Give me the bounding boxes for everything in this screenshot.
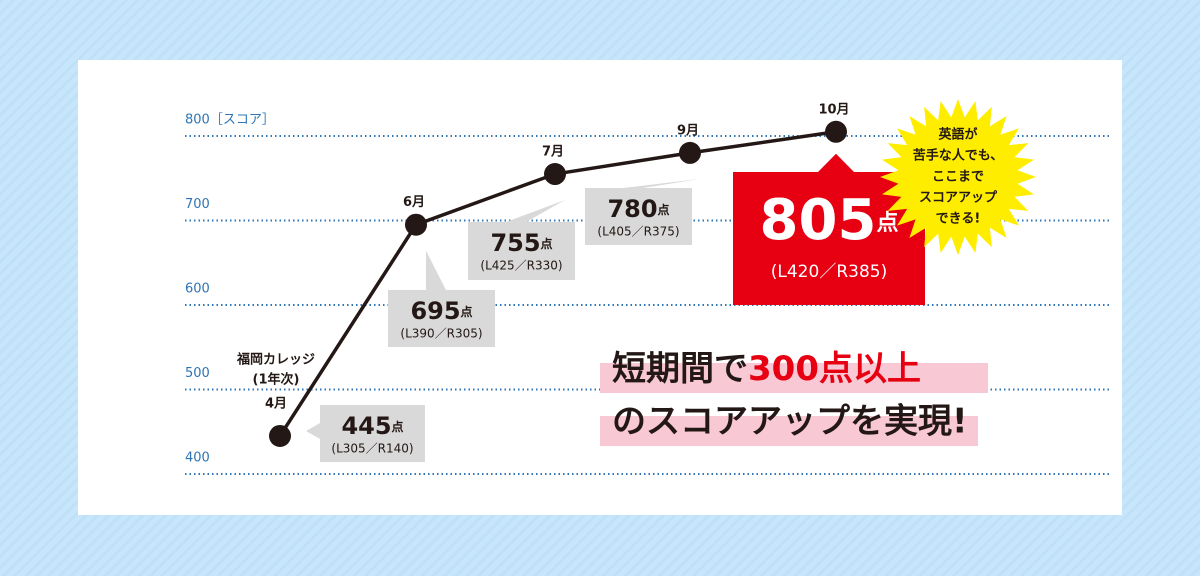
callout-box	[468, 222, 575, 280]
breakdown-label: (L425／R330)	[480, 259, 562, 273]
callout-pointer	[623, 178, 700, 188]
y-tick-label: 700	[185, 197, 210, 212]
callout-pointer	[506, 200, 565, 222]
y-tick-label: 800［スコア］	[185, 113, 275, 128]
x-tick-label: 4月	[265, 397, 287, 412]
callout-pointer	[818, 153, 854, 172]
value-label: 755点	[490, 229, 552, 257]
callout-box	[388, 290, 495, 347]
badge-text: できる!	[936, 212, 981, 227]
value-label: 780点	[607, 195, 669, 223]
x-tick-label: 6月	[403, 195, 425, 210]
point	[544, 163, 566, 186]
callout-pointer	[426, 250, 446, 290]
value-label: 805点	[760, 188, 899, 253]
value-label: 695点	[410, 297, 472, 325]
point	[269, 424, 291, 447]
point	[405, 213, 427, 236]
breakdown-label: (L405／R375)	[597, 225, 679, 239]
badge-text: ここまで	[932, 170, 984, 185]
headline: のスコアアップを実現!	[612, 402, 968, 442]
annotation: (1年次)	[253, 372, 300, 388]
y-tick-label: 400	[185, 451, 210, 466]
point	[679, 141, 701, 164]
breakdown-label: (L305／R140)	[331, 442, 413, 456]
breakdown-label: (L420／R385)	[771, 262, 887, 282]
breakdown-label: (L390／R305)	[400, 327, 482, 341]
point	[825, 120, 847, 143]
badge-text: 英語が	[937, 127, 977, 143]
badge-text: 苦手な人でも、	[913, 148, 1004, 164]
callout-box	[320, 405, 425, 462]
x-tick-label: 9月	[677, 123, 699, 138]
headline-highlight	[600, 416, 978, 446]
y-tick-label: 500	[185, 366, 210, 381]
headline-part: 短期間で	[612, 349, 748, 389]
y-tick-label: 600	[185, 282, 210, 297]
callout-box	[585, 188, 692, 245]
value-label: 445点	[341, 412, 403, 440]
callout-pointer	[306, 423, 320, 439]
x-tick-label: 7月	[542, 145, 564, 160]
x-tick-label: 10月	[818, 102, 849, 117]
headline-part: 300点以上	[748, 349, 921, 389]
headline: 短期間で300点以上	[612, 349, 921, 389]
annotation: 福岡カレッジ	[236, 352, 315, 368]
headline-highlight	[600, 363, 988, 393]
badge-text: スコアアップ	[919, 191, 998, 206]
badge-burst	[880, 99, 1036, 255]
